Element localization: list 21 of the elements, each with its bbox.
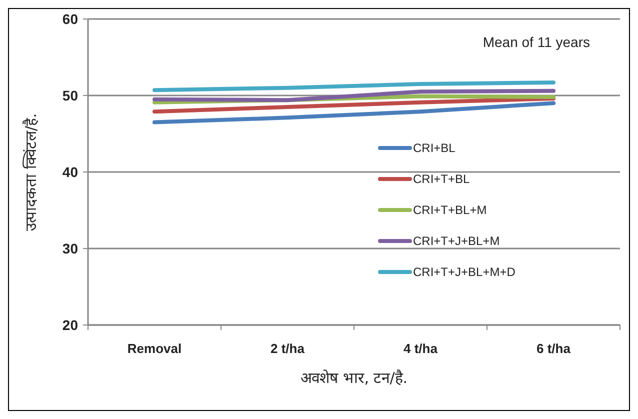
line-series	[152, 101, 556, 124]
annotation: Mean of 11 years	[482, 34, 590, 50]
y-axis-title: उत्पादकता क्विंटल/है.	[22, 113, 40, 231]
x-axis-title: अवशेष भार, टन/है.	[300, 369, 408, 387]
y-tick-label: 50	[62, 87, 78, 104]
legend-label: CRI+T+BL+M	[413, 203, 487, 218]
x-tick-label: 6 t/ha	[536, 341, 572, 356]
x-tick-label: Removal	[127, 341, 182, 356]
y-tick-label: 30	[62, 240, 78, 256]
y-tick-label: 40	[62, 164, 78, 180]
line-series	[152, 96, 556, 114]
line-series	[152, 88, 556, 102]
legend-label: CRI+BL	[413, 141, 456, 156]
legend-label: CRI+T+J+BL+M	[413, 234, 500, 248]
y-tick-label: 20	[62, 316, 78, 333]
legend-label: CRI+T+J+BL+M+D	[413, 265, 516, 280]
y-tick-label: 60	[62, 10, 78, 27]
x-tick-label: 2 t/ha	[270, 341, 306, 356]
line-series	[152, 80, 556, 92]
legend-label: CRI+T+BL	[413, 172, 470, 186]
x-tick-label: 4 t/ha	[404, 341, 438, 356]
